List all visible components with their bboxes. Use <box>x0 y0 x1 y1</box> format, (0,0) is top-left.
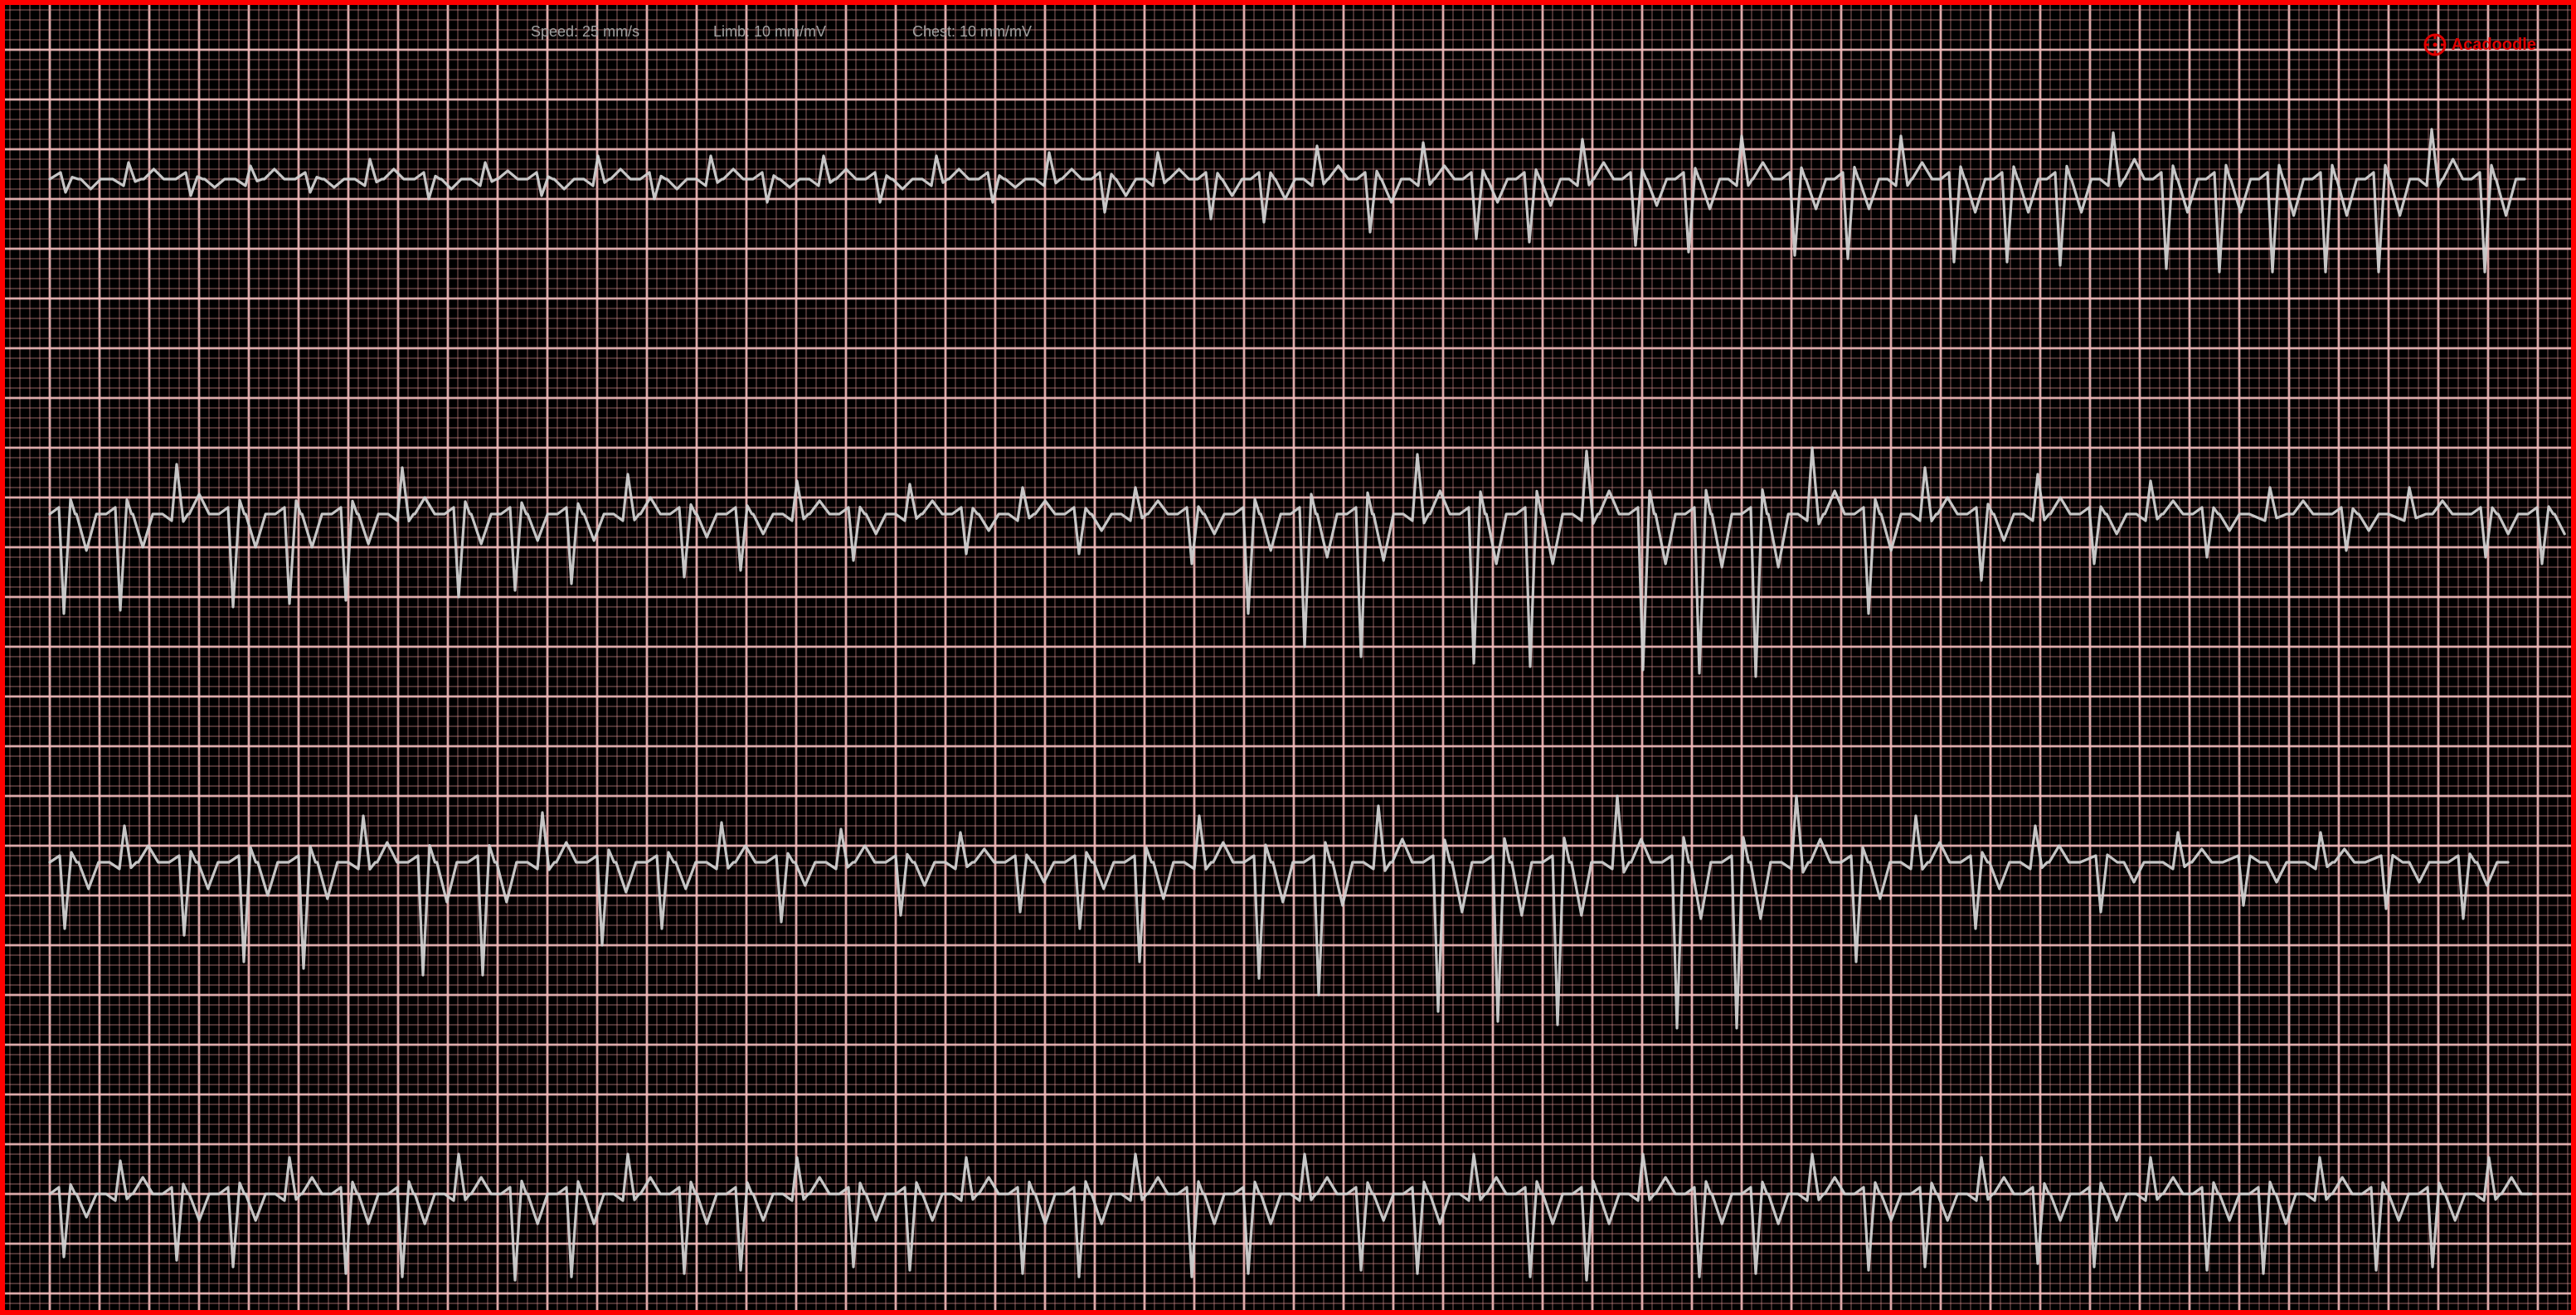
acadoodle-logo-text: Acadoodle <box>2452 36 2536 55</box>
ecg-strip-chart: Speed: 25 mm/s Limb: 10 mm/mV Chest: 10 mm… <box>0 0 2576 1315</box>
header-label-0: Speed: 25 mm/s <box>531 23 639 40</box>
header-label-1: Limb: 10 mm/mV <box>713 23 826 40</box>
acadoodle-logo: Acadoodle <box>2423 33 2536 56</box>
ecg-svg: Speed: 25 mm/s Limb: 10 mm/mV Chest: 10 mm… <box>0 0 2576 1315</box>
acadoodle-logo-icon <box>2423 33 2447 56</box>
header-label-2: Chest: 10 mm/mV <box>912 23 1032 40</box>
